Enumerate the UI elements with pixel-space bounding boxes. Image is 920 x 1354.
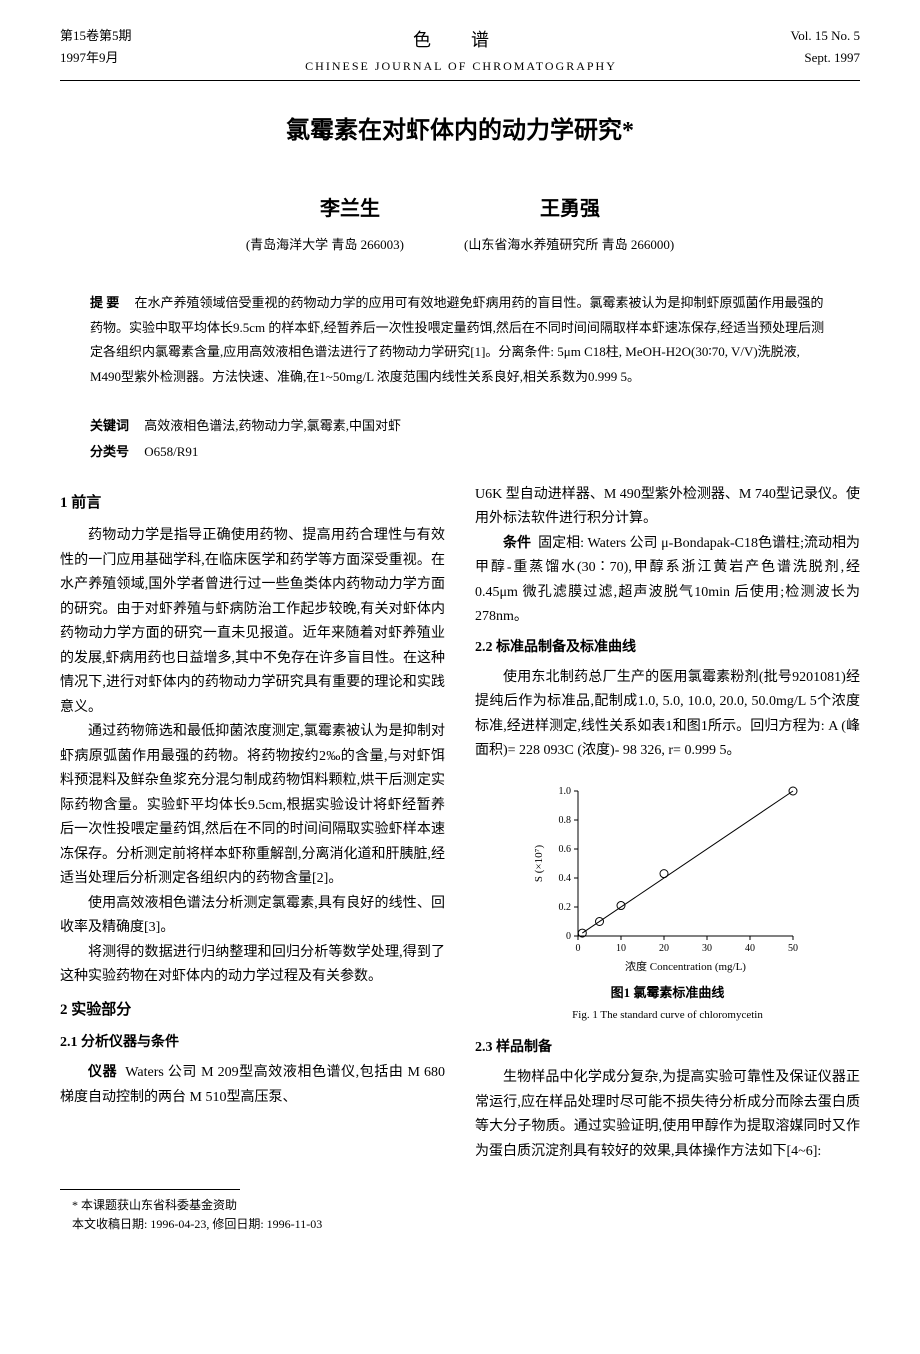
section-2-heading: 2 实验部分 (60, 998, 445, 1024)
svg-text:0: 0 (575, 943, 580, 954)
section-1-heading: 1 前言 (60, 491, 445, 517)
svg-text:0.8: 0.8 (558, 815, 571, 826)
journal-name-cn: 色谱 (305, 25, 617, 56)
keywords-line: 关键词 高效液相色谱法,药物动力学,氯霉素,中国对虾 (90, 415, 830, 437)
s22-para-1: 使用东北制药总厂生产的医用氯霉素粉剂(批号9201081)经提纯后作为标准品,配… (475, 666, 860, 764)
figure-1-caption-cn: 图1 氯霉素标准曲线 (475, 982, 860, 1004)
footnote-2-text: 本文收稿日期: 1996-04-23, 修回日期: 1996-11-03 (72, 1217, 322, 1231)
abstract-label: 提 要 (90, 295, 119, 310)
abstract-text: 在水产养殖领域倍受重视的药物动力学的应用可有效地避免虾病用药的盲目性。氯霉素被认… (90, 295, 824, 384)
s21-p1-cont: U6K 型自动进样器、M 490型紫外检测器、M 740型记录仪。使用外标法软件… (475, 483, 860, 532)
svg-text:50: 50 (788, 943, 798, 954)
paper-title: 氯霉素在对虾体内的动力学研究* (60, 111, 860, 152)
instrument-label: 仪器 (88, 1065, 117, 1080)
s21-p2-text: 固定相: Waters 公司 μ-Bondapak-C18色谱柱;流动相为甲醇-… (475, 536, 860, 625)
vol-issue-cn: 第15卷第5期 (60, 25, 132, 47)
keywords-text: 高效液相色谱法,药物动力学,氯霉素,中国对虾 (144, 418, 401, 433)
subsection-23-heading: 2.3 样品制备 (475, 1036, 860, 1060)
authors-row: 李兰生 王勇强 (60, 192, 860, 226)
footnote-2: 本文收稿日期: 1996-04-23, 修回日期: 1996-11-03 (60, 1215, 860, 1234)
svg-text:20: 20 (659, 943, 669, 954)
figure-1-chart: 0 10 20 30 40 50 0 0.2 0.4 0.6 0.8 1.0 浓度 Concentrat… (528, 776, 808, 976)
s1-para-2: 通过药物筛选和最低抑菌浓度测定,氯霉素被认为是抑制对虾病原弧菌作用最强的药物。将… (60, 720, 445, 892)
body-columns: 1 前言 药物动力学是指导正确使用药物、提高用药合理性与有效性的一门应用基础学科… (60, 483, 860, 1164)
footnote-1: * 本课题获山东省科委基金资助 (60, 1196, 860, 1215)
conditions-label: 条件 (503, 536, 531, 551)
affiliation-2: (山东省海水养殖研究所 青岛 266000) (464, 234, 674, 256)
s21-para-1: 仪器 Waters 公司 M 209型高效液相色谱仪,包括由 M 680梯度自动… (60, 1061, 445, 1110)
svg-text:0.2: 0.2 (558, 902, 571, 913)
figure-1-caption-en: Fig. 1 The standard curve of chloromycet… (475, 1006, 860, 1025)
subsection-22-heading: 2.2 标准品制备及标准曲线 (475, 636, 860, 660)
svg-text:0.6: 0.6 (558, 844, 571, 855)
svg-text:30: 30 (702, 943, 712, 954)
s1-para-1: 药物动力学是指导正确使用药物、提高用药合理性与有效性的一门应用基础学科,在临床医… (60, 524, 445, 720)
left-column: 1 前言 药物动力学是指导正确使用药物、提高用药合理性与有效性的一门应用基础学科… (60, 483, 445, 1164)
figure-1: 0 10 20 30 40 50 0 0.2 0.4 0.6 0.8 1.0 浓度 Concentrat… (475, 776, 860, 1025)
subsection-21-heading: 2.1 分析仪器与条件 (60, 1031, 445, 1055)
svg-text:0.4: 0.4 (558, 873, 571, 884)
svg-text:0: 0 (566, 931, 571, 942)
journal-header: 第15卷第5期 1997年9月 色谱 CHINESE JOURNAL OF CH… (60, 25, 860, 81)
keywords-label: 关键词 (90, 418, 129, 433)
s23-para-1: 生物样品中化学成分复杂,为提高实验可靠性及保证仪器正常运行,应在样品处理时尽可能… (475, 1066, 860, 1164)
svg-text:1.0: 1.0 (558, 786, 571, 797)
date-en: Sept. 1997 (791, 47, 860, 69)
date-cn: 1997年9月 (60, 47, 132, 69)
classification-label: 分类号 (90, 444, 129, 459)
classification-line: 分类号 O658/R91 (90, 441, 830, 463)
vol-issue-en: Vol. 15 No. 5 (791, 25, 860, 47)
svg-text:10: 10 (616, 943, 626, 954)
s21-para-2: 条件 固定相: Waters 公司 μ-Bondapak-C18色谱柱;流动相为… (475, 532, 860, 630)
affiliations-row: (青岛海洋大学 青岛 266003) (山东省海水养殖研究所 青岛 266000… (60, 234, 860, 256)
header-center: 色谱 CHINESE JOURNAL OF CHROMATOGRAPHY (305, 25, 617, 76)
classification-text: O658/R91 (144, 444, 198, 459)
svg-text:浓度 Concentration (mg/L): 浓度 Concentration (mg/L) (625, 959, 746, 973)
s21-p1-text: Waters 公司 M 209型高效液相色谱仪,包括由 M 680梯度自动控制的… (60, 1065, 445, 1105)
affiliation-1: (青岛海洋大学 青岛 266003) (246, 234, 404, 256)
journal-name-en: CHINESE JOURNAL OF CHROMATOGRAPHY (305, 56, 617, 76)
author-1: 李兰生 (320, 192, 380, 226)
abstract: 提 要 在水产养殖领域倍受重视的药物动力学的应用可有效地避免虾病用药的盲目性。氯… (90, 291, 830, 390)
svg-text:S (×10⁷): S (×10⁷) (533, 844, 545, 882)
footnote-separator (60, 1189, 240, 1190)
s1-para-4: 将测得的数据进行归纳整理和回归分析等数学处理,得到了这种实验药物在对虾体内的动力… (60, 941, 445, 990)
footnote-1-text: * 本课题获山东省科委基金资助 (72, 1198, 237, 1212)
svg-text:40: 40 (745, 943, 755, 954)
author-2: 王勇强 (540, 192, 600, 226)
right-column: U6K 型自动进样器、M 490型紫外检测器、M 740型记录仪。使用外标法软件… (475, 483, 860, 1164)
header-right: Vol. 15 No. 5 Sept. 1997 (791, 25, 860, 76)
header-left: 第15卷第5期 1997年9月 (60, 25, 132, 76)
s1-para-3: 使用高效液相色谱法分析测定氯霉素,具有良好的线性、回收率及精确度[3]。 (60, 892, 445, 941)
